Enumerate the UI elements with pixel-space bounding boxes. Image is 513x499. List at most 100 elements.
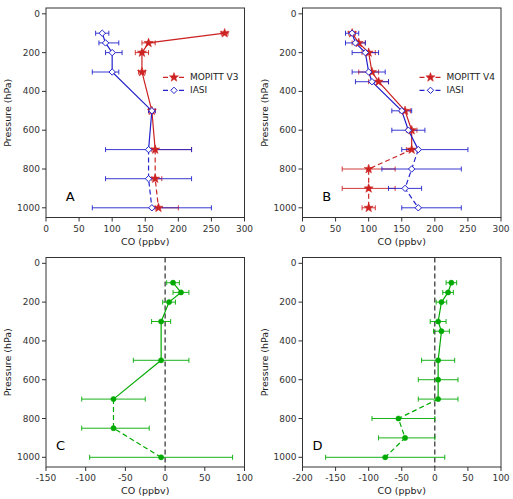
error-bar-cap: [401, 205, 402, 210]
marker-diamond: [408, 166, 414, 172]
error-bar-cap: [430, 319, 431, 324]
marker-circle: [439, 300, 444, 305]
x-tick: [79, 218, 80, 222]
error-bar-cap: [358, 31, 359, 36]
error-bar: [346, 31, 359, 36]
x-tick: [501, 218, 502, 222]
error-bar-cap: [98, 40, 99, 45]
marker-diamond: [171, 87, 177, 93]
x-tick: [335, 467, 336, 471]
x-tick-label: 150: [393, 224, 410, 234]
marker-circle: [159, 455, 164, 460]
x-tick: [211, 218, 212, 222]
x-tick: [368, 467, 369, 471]
error-bar: [92, 205, 211, 210]
error-bar-cap: [92, 70, 93, 75]
marker-circle: [170, 280, 175, 285]
marker-star: [348, 28, 357, 37]
error-bar-cap: [95, 31, 96, 36]
y-tick: [299, 263, 303, 264]
error-bar-cap: [461, 205, 462, 210]
marker-circle: [159, 358, 164, 363]
x-tick-label: -150: [36, 473, 57, 483]
y-tick: [299, 91, 303, 92]
error-bar: [82, 426, 149, 431]
marker-circle: [396, 416, 401, 421]
panel-label: D: [312, 438, 322, 453]
y-tick: [299, 169, 303, 170]
error-bar-cap: [391, 128, 392, 133]
error-bar-cap: [342, 186, 343, 191]
error-bar: [99, 40, 119, 45]
marker-star: [144, 38, 153, 47]
x-tick: [46, 218, 47, 222]
marker-diamond: [399, 108, 405, 114]
x-tick-label: 0: [300, 224, 306, 234]
error-bar: [92, 70, 118, 75]
y-tick-label: 200: [279, 297, 296, 307]
marker-circle: [436, 358, 441, 363]
error-bar: [355, 79, 388, 84]
error-bar-cap: [188, 290, 189, 295]
x-tick: [302, 218, 303, 222]
y-tick: [42, 379, 46, 380]
marker-circle: [166, 300, 171, 305]
y-tick: [42, 340, 46, 341]
x-tick-label: -150: [325, 473, 346, 483]
error-bar: [434, 329, 450, 334]
error-bar-cap: [133, 358, 134, 363]
plot-frame: [303, 8, 502, 218]
x-tick-label: 100: [492, 473, 509, 483]
error-bar: [133, 358, 189, 363]
error-bar: [352, 70, 385, 75]
data-layer: [326, 258, 458, 468]
error-bar-cap: [365, 40, 366, 45]
legend: MOPITT V3IASI: [163, 72, 239, 95]
x-tick-label: -200: [292, 473, 313, 483]
marker-diamond: [402, 185, 408, 191]
x-tick: [165, 467, 166, 471]
y-tick-label: 1000: [274, 203, 297, 213]
error-bar-cap: [446, 319, 447, 324]
error-bar-cap: [442, 290, 443, 295]
x-tick-label: 250: [203, 224, 220, 234]
reference-line: [165, 258, 166, 468]
profile-line: [352, 33, 412, 130]
y-tick-label: 800: [23, 414, 40, 424]
error-bar-cap: [378, 50, 379, 55]
x-tick: [401, 218, 402, 222]
error-bar: [90, 455, 233, 460]
y-tick-label: 600: [279, 375, 296, 385]
marker-diamond: [427, 87, 433, 93]
plot-frame: [46, 8, 245, 218]
y-axis-label: Pressure (hPa): [2, 328, 13, 396]
error-bar-cap: [108, 31, 109, 36]
x-tick-label: 100: [236, 473, 253, 483]
error-bar-cap: [418, 397, 419, 402]
marker-diamond: [109, 69, 115, 75]
y-tick-label: 800: [279, 164, 296, 174]
x-tick: [46, 467, 47, 471]
marker-star: [220, 28, 229, 37]
y-tick-label: 400: [279, 336, 296, 346]
error-bar-cap: [381, 167, 382, 172]
error-bar-cap: [355, 79, 356, 84]
marker-star: [426, 73, 435, 82]
y-tick: [42, 130, 46, 131]
panel-label: A: [66, 189, 75, 204]
error-bar-cap: [162, 300, 163, 305]
x-axis-label: CO (ppbv): [378, 485, 426, 496]
marker-circle: [159, 319, 164, 324]
y-tick-label: 0: [34, 258, 40, 268]
error-bar-cap: [433, 329, 434, 334]
error-bar-cap: [388, 186, 389, 191]
plot-background: [46, 258, 245, 468]
marker-circle: [436, 319, 441, 324]
error-bar: [389, 186, 422, 191]
error-bar-cap: [362, 205, 363, 210]
x-tick-label: 0: [432, 473, 438, 483]
x-tick-label: 50: [199, 473, 211, 483]
y-tick: [42, 418, 46, 419]
marker-circle: [445, 290, 450, 295]
y-tick-label: 400: [23, 336, 40, 346]
